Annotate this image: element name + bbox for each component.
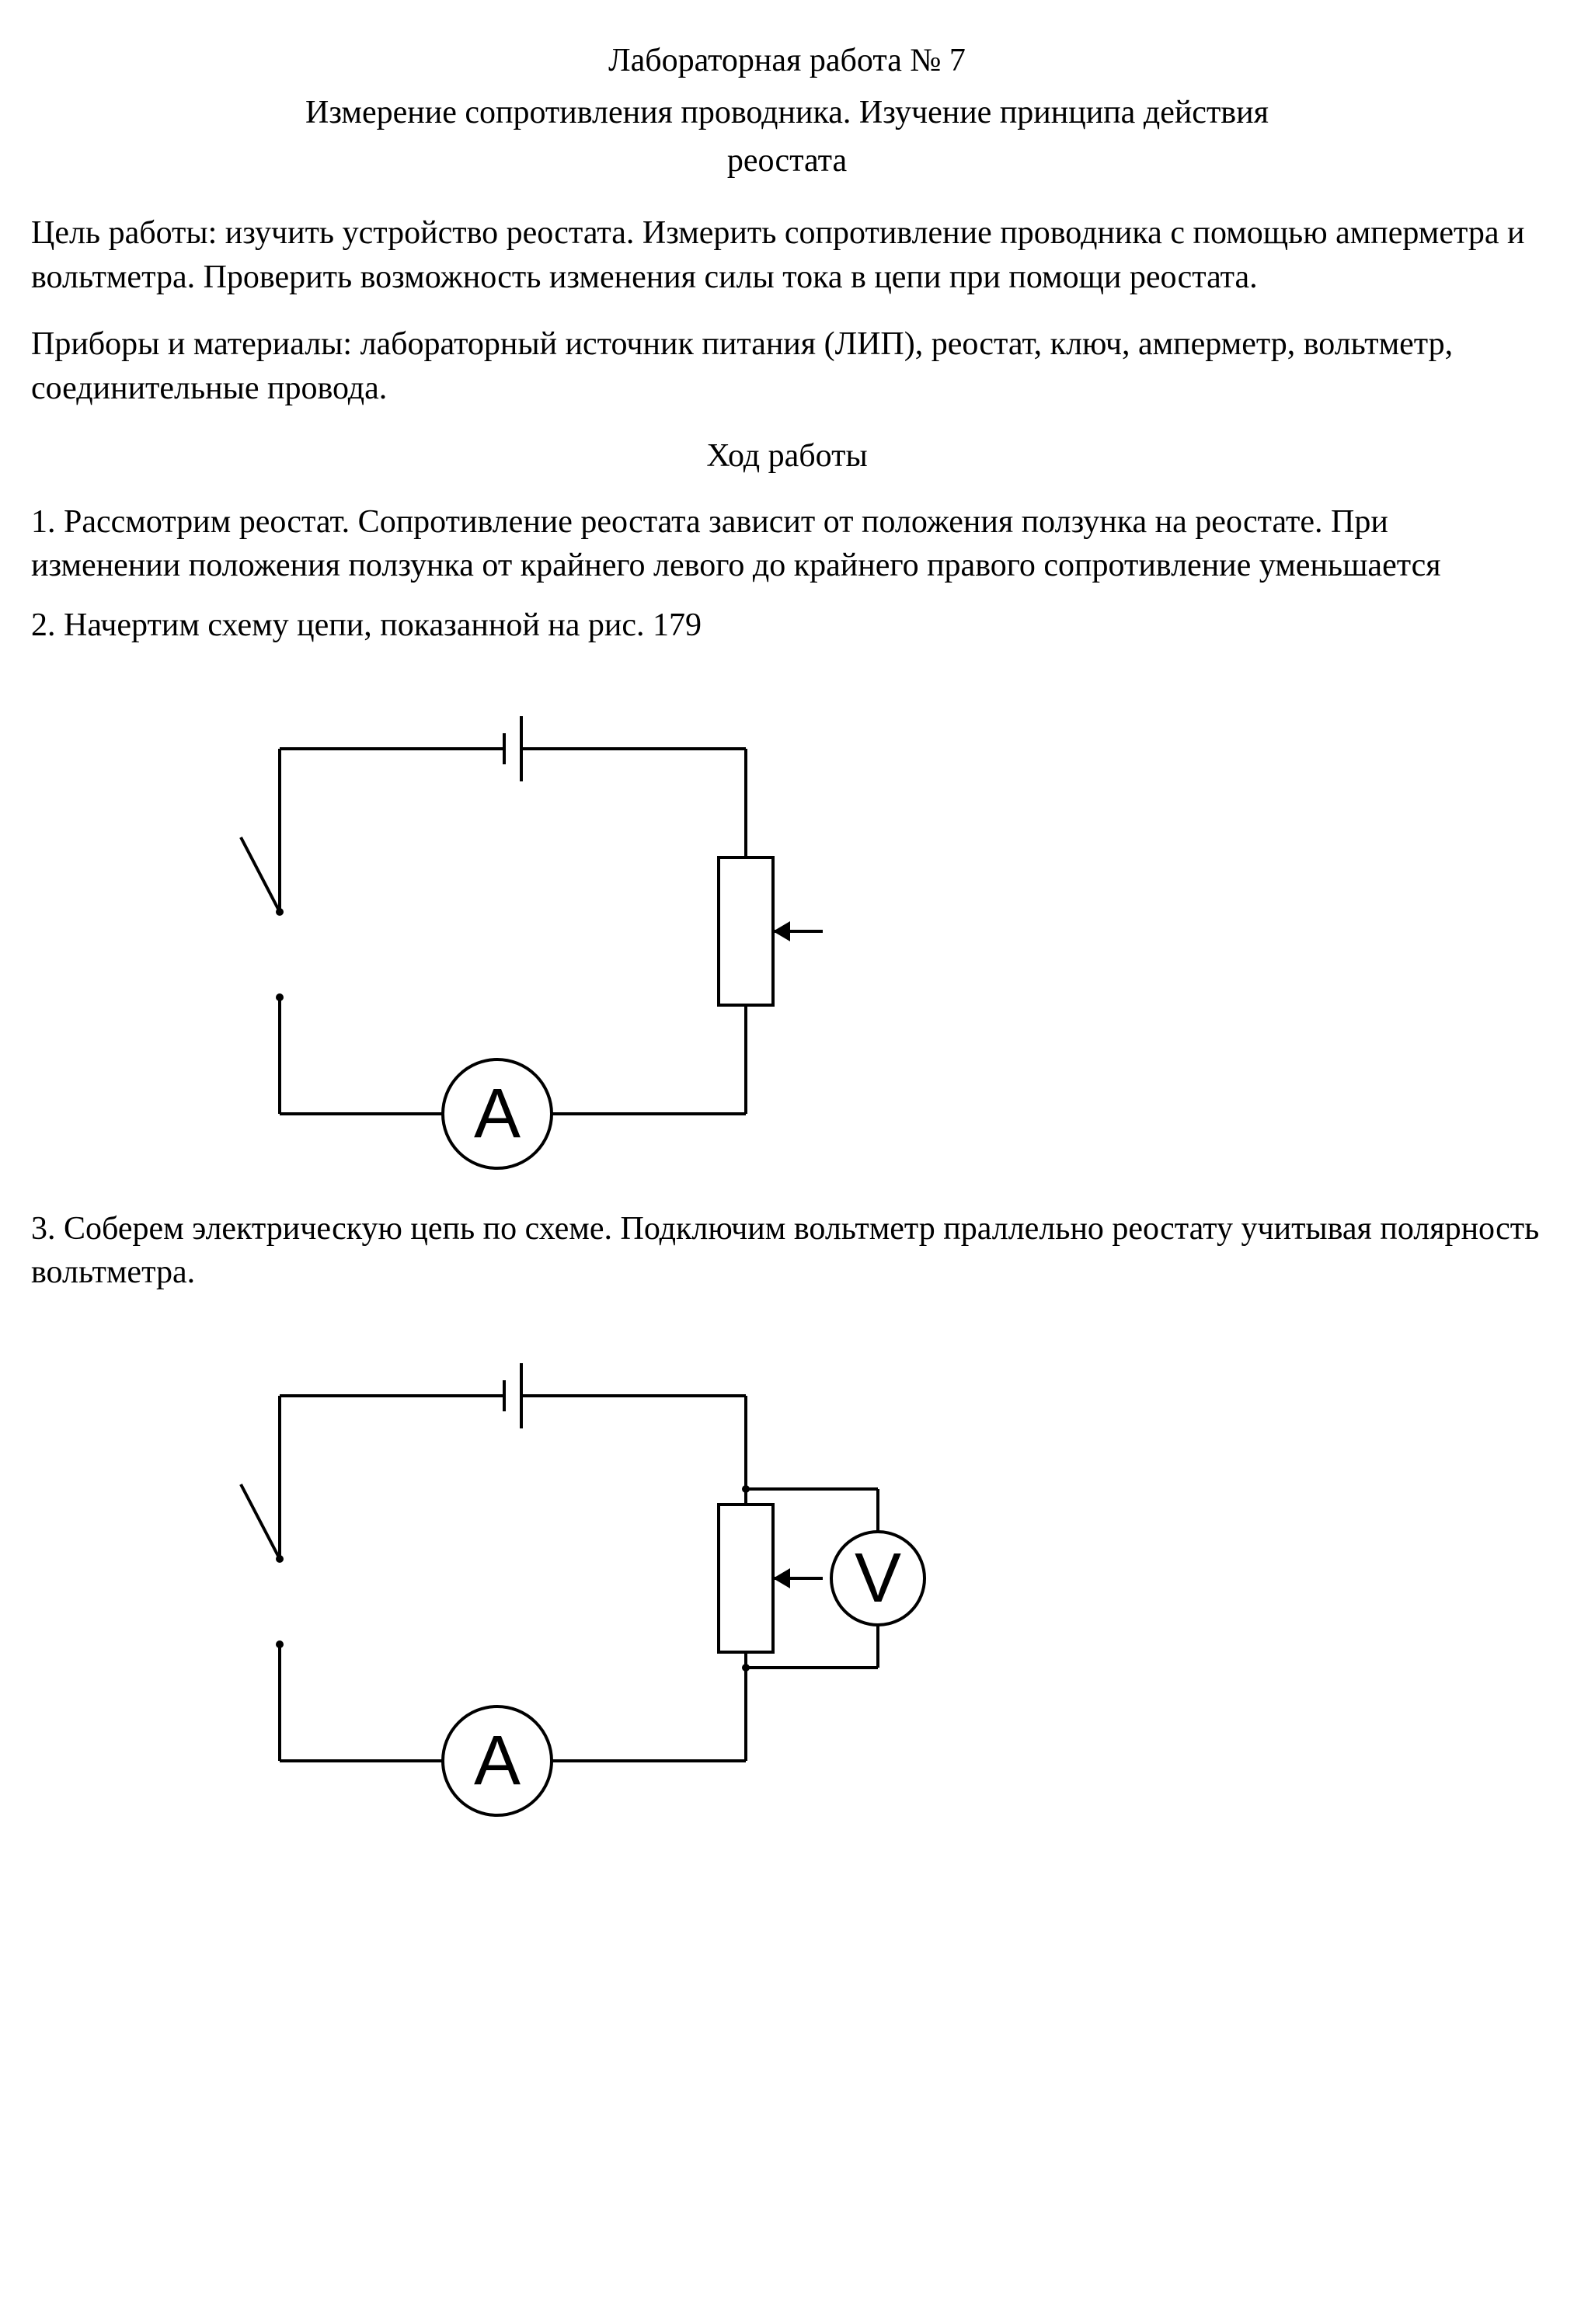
circuit-diagram-1: A: [186, 694, 1543, 1176]
step-3: 3. Соберем электрическую цепь по схеме. …: [31, 1207, 1543, 1295]
circuit-diagram-2: AV: [186, 1341, 1543, 1823]
goal-paragraph: Цель работы: изучить устройство реостата…: [31, 211, 1543, 299]
lab-number: Лабораторная работа № 7: [31, 39, 1543, 83]
lab-title-line1: Измерение сопротивления проводника. Изуч…: [31, 91, 1543, 135]
lab-title-line2: реостата: [31, 139, 1543, 183]
svg-text:A: A: [474, 1722, 521, 1800]
procedure-heading: Ход работы: [31, 434, 1543, 478]
step-1: 1. Рассмотрим реостат. Сопротивление рео…: [31, 500, 1543, 588]
goal-label: Цель работы:: [31, 215, 225, 251]
materials-label: Приборы и материалы:: [31, 326, 360, 362]
goal-text: изучить устройство реостата. Измерить со…: [31, 215, 1525, 295]
step-2: 2. Начертим схему цепи, показанной на ри…: [31, 604, 1543, 648]
materials-paragraph: Приборы и материалы: лабораторный источн…: [31, 322, 1543, 410]
svg-text:A: A: [474, 1075, 521, 1153]
svg-text:V: V: [855, 1539, 901, 1617]
